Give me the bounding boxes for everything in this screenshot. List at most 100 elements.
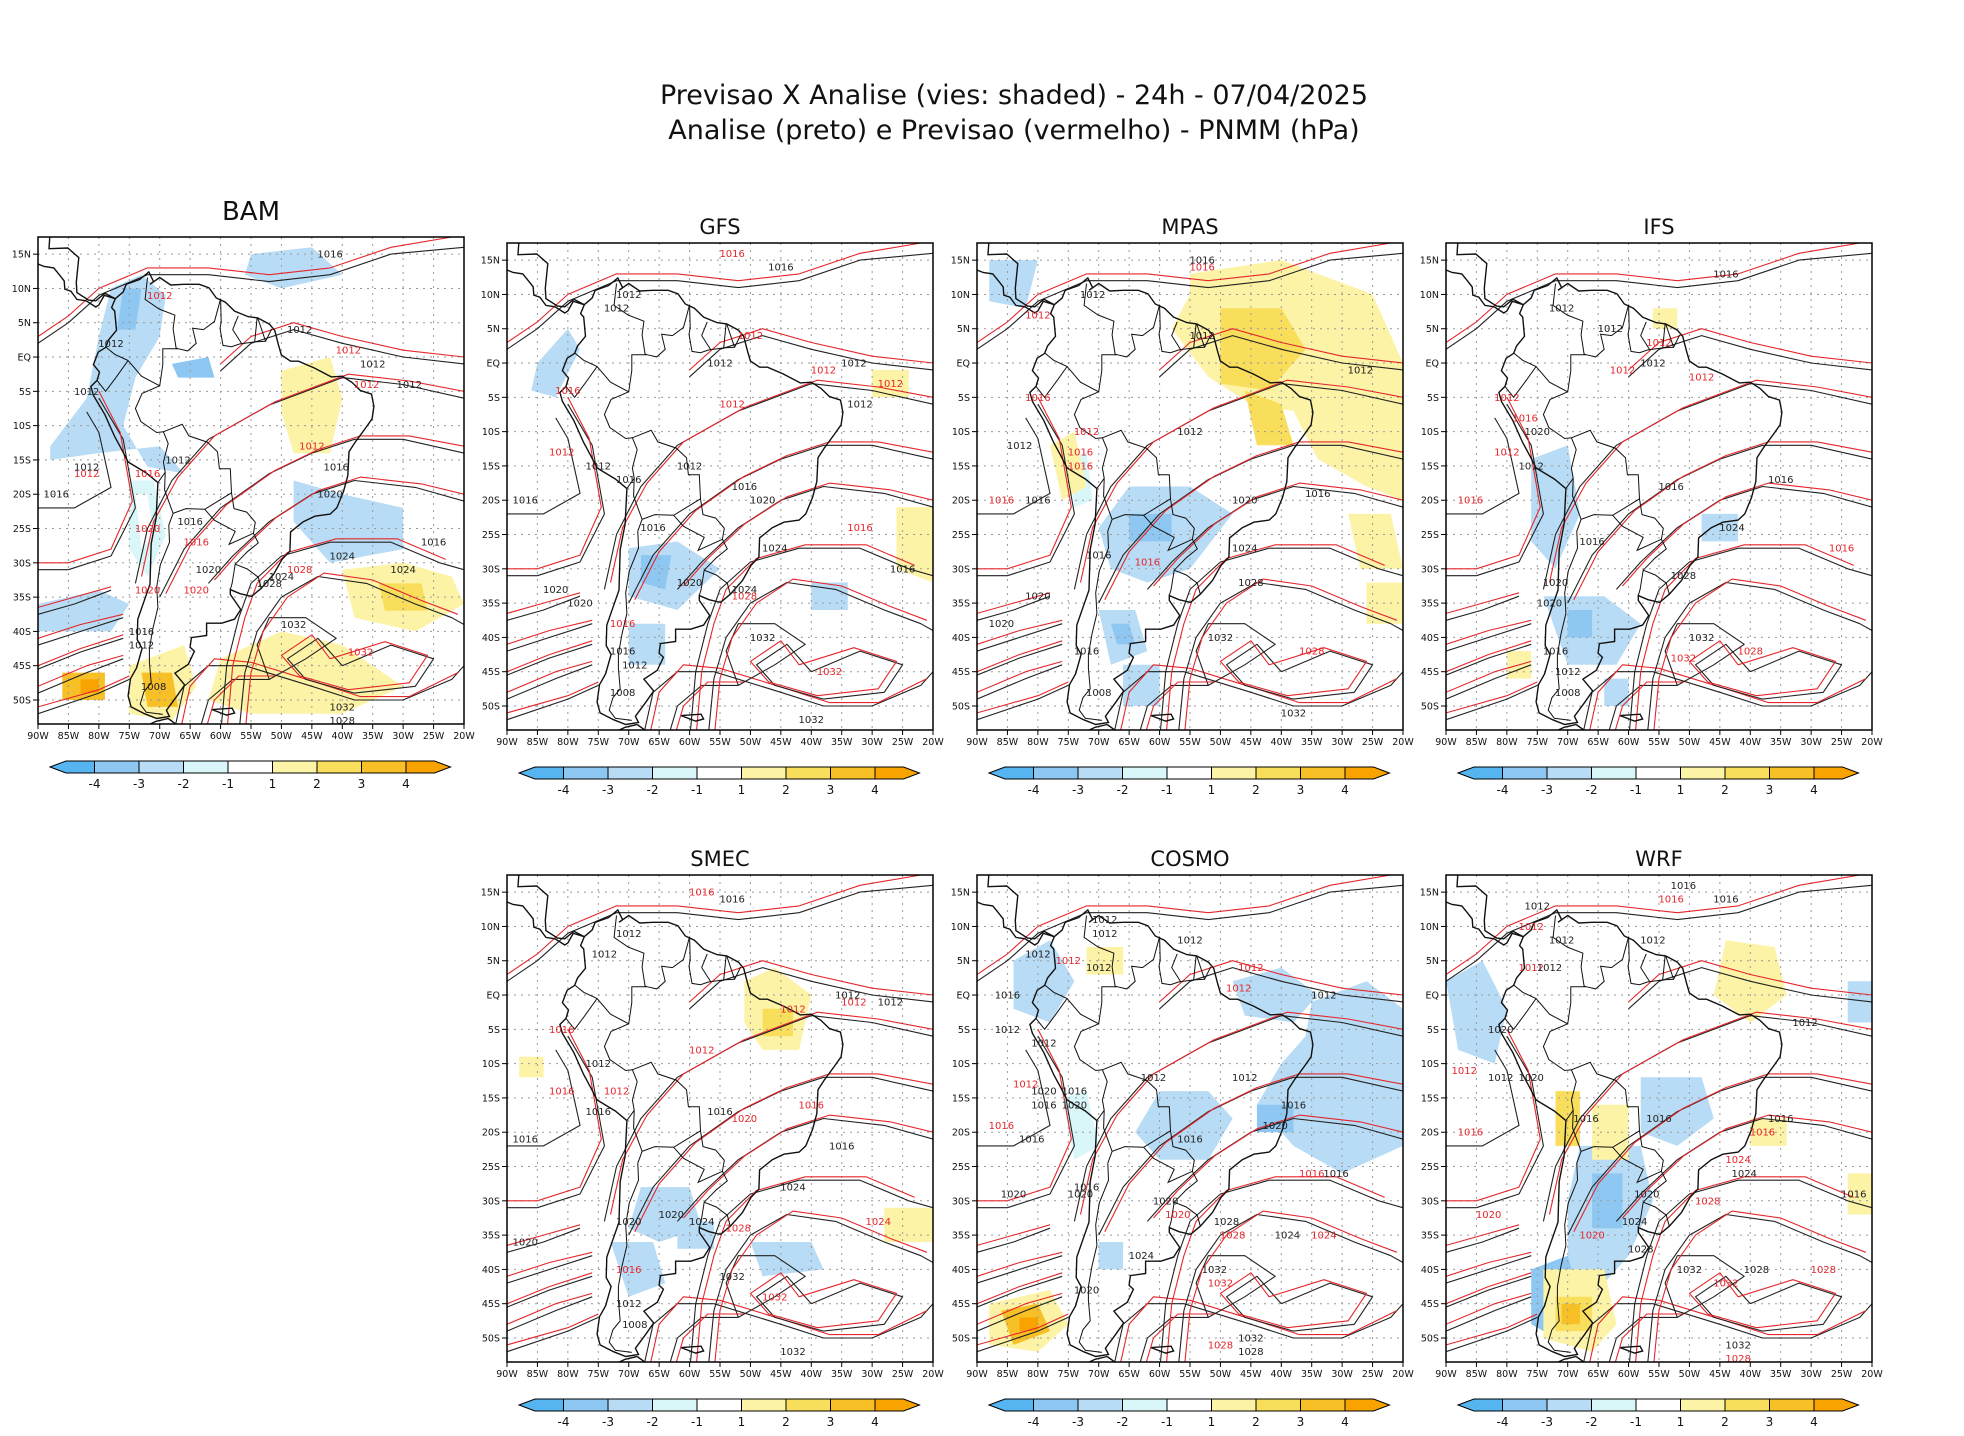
isobar-label: 1016: [129, 627, 154, 638]
colorbar-label: -3: [602, 1415, 614, 1429]
isobar-label: 1016: [1177, 1135, 1202, 1146]
isobar-label: 1012: [1549, 936, 1574, 947]
country-border: [1586, 936, 1630, 990]
country-border: [726, 323, 736, 348]
colorbar-label: 4: [1341, 783, 1349, 797]
forecast-isobar: [507, 592, 581, 614]
lat-tick-label: 15N: [951, 888, 970, 899]
lon-tick-label: 55W: [709, 1369, 731, 1380]
colorbar-swatch: [1300, 1398, 1346, 1412]
colorbar-label: -1: [691, 1415, 703, 1429]
country-border: [178, 298, 222, 352]
isobar-label: 1012: [1488, 1073, 1513, 1084]
analysis-isobar: [507, 1296, 593, 1332]
isobar-label: 1032: [1281, 708, 1306, 719]
isobar-label: 1012: [1518, 461, 1543, 472]
forecast-isobar: [1573, 1073, 1872, 1232]
lat-tick-label: 15S: [482, 461, 500, 472]
lat-tick-label: 20S: [482, 496, 500, 507]
lon-tick-label: 75W: [1527, 737, 1549, 748]
colorbar-swatch: [1680, 1398, 1726, 1412]
coastline: [517, 243, 585, 308]
isobar-label: 1012: [74, 387, 99, 398]
lat-tick-label: 35S: [952, 1231, 970, 1242]
forecast-isobar: [181, 658, 459, 724]
colorbar-swatch: [696, 1398, 742, 1412]
colorbar-swatch: [987, 1398, 1034, 1412]
coastline: [1029, 908, 1314, 1358]
colorbar-swatch: [1344, 1398, 1391, 1412]
country-border: [723, 323, 727, 348]
forecast-isobar: [1653, 578, 1867, 730]
forecast-isobar: [977, 1251, 1063, 1277]
isobar-label: 1012: [1092, 915, 1117, 926]
coastline: [1556, 723, 1585, 730]
lon-tick-label: 60W: [1149, 1369, 1171, 1380]
isobar-label: 1016: [1281, 1100, 1306, 1111]
lat-tick-label: 10S: [1421, 427, 1439, 438]
coastline: [148, 717, 177, 724]
isobar-label: 1020: [513, 1237, 538, 1248]
analysis-isobar: [38, 411, 112, 509]
lat-tick-label: 10S: [1421, 1059, 1439, 1070]
colorbar-swatch: [1456, 766, 1503, 780]
lat-tick-label: 10S: [952, 427, 970, 438]
isobar-label: 1016: [1299, 1169, 1324, 1180]
lat-tick-label: 15S: [1421, 1093, 1439, 1104]
lat-tick-label: 45S: [1421, 1299, 1439, 1310]
lat-tick-label: 5N: [487, 324, 500, 335]
lon-tick-label: 40W: [332, 731, 354, 742]
bias-shading: [1592, 1104, 1629, 1160]
isobar-label: 1012: [1494, 448, 1519, 459]
colorbar-label: 2: [782, 1415, 790, 1429]
lon-tick-label: 35W: [1301, 1369, 1323, 1380]
isobar-label: 1016: [1713, 269, 1738, 280]
lon-tick-label: 25W: [1362, 737, 1384, 748]
analysis-isobar: [755, 1275, 904, 1332]
isobar-label: 1012: [147, 291, 172, 302]
colorbar-swatch: [563, 1398, 609, 1412]
forecast-isobar: [507, 1313, 599, 1346]
colorbar-swatch: [1724, 766, 1770, 780]
forecast-isobar: [1184, 578, 1398, 730]
lon-tick-label: 75W: [1527, 1369, 1549, 1380]
panel-title-smec: SMEC: [690, 847, 749, 871]
lon-tick-label: 60W: [679, 737, 701, 748]
analysis-isobar: [977, 684, 1069, 721]
lon-tick-label: 60W: [1618, 737, 1640, 748]
analysis-isobar: [977, 643, 1063, 676]
isobar-label: 1020: [1525, 427, 1550, 438]
bias-shading: [1847, 1173, 1872, 1215]
isobar-label: 1028: [1299, 647, 1324, 658]
country-border: [1547, 1151, 1582, 1353]
lat-tick-label: 10N: [951, 290, 970, 301]
lat-tick-label: 45S: [482, 1299, 500, 1310]
country-border: [603, 391, 638, 489]
forecast-isobar: [977, 1224, 1051, 1246]
isobar-label: 1020: [1062, 1100, 1087, 1111]
lat-tick-label: 15S: [13, 455, 31, 466]
colorbar-label: 4: [1810, 783, 1818, 797]
forecast-isobar: [609, 379, 933, 583]
lon-tick-label: 75W: [1058, 1369, 1080, 1380]
isobar-label: 1016: [1068, 448, 1093, 459]
forecast-isobar: [507, 875, 921, 975]
analysis-isobar: [1446, 1035, 1544, 1209]
forecast-isobar: [1688, 640, 1837, 697]
isobar-label: 1016: [1512, 413, 1537, 424]
isobar-label: 1008: [141, 682, 166, 693]
colorbar-label: -1: [1161, 783, 1173, 797]
lon-tick-label: 40W: [1271, 737, 1293, 748]
isobar-label: 1016: [616, 475, 641, 486]
lat-tick-label: EQ: [18, 353, 31, 364]
country-border: [1662, 323, 1666, 348]
country-border: [688, 304, 742, 354]
lat-tick-label: 5S: [488, 393, 500, 404]
bias-shading: [1062, 1091, 1099, 1160]
isobar-label: 1012: [604, 1087, 629, 1098]
lon-tick-label: 45W: [770, 737, 792, 748]
isobar-label: 1012: [1640, 936, 1665, 947]
forecast-isobar: [977, 875, 1391, 975]
isobar-label: 1012: [1610, 365, 1635, 376]
lat-tick-label: 15N: [951, 256, 970, 267]
